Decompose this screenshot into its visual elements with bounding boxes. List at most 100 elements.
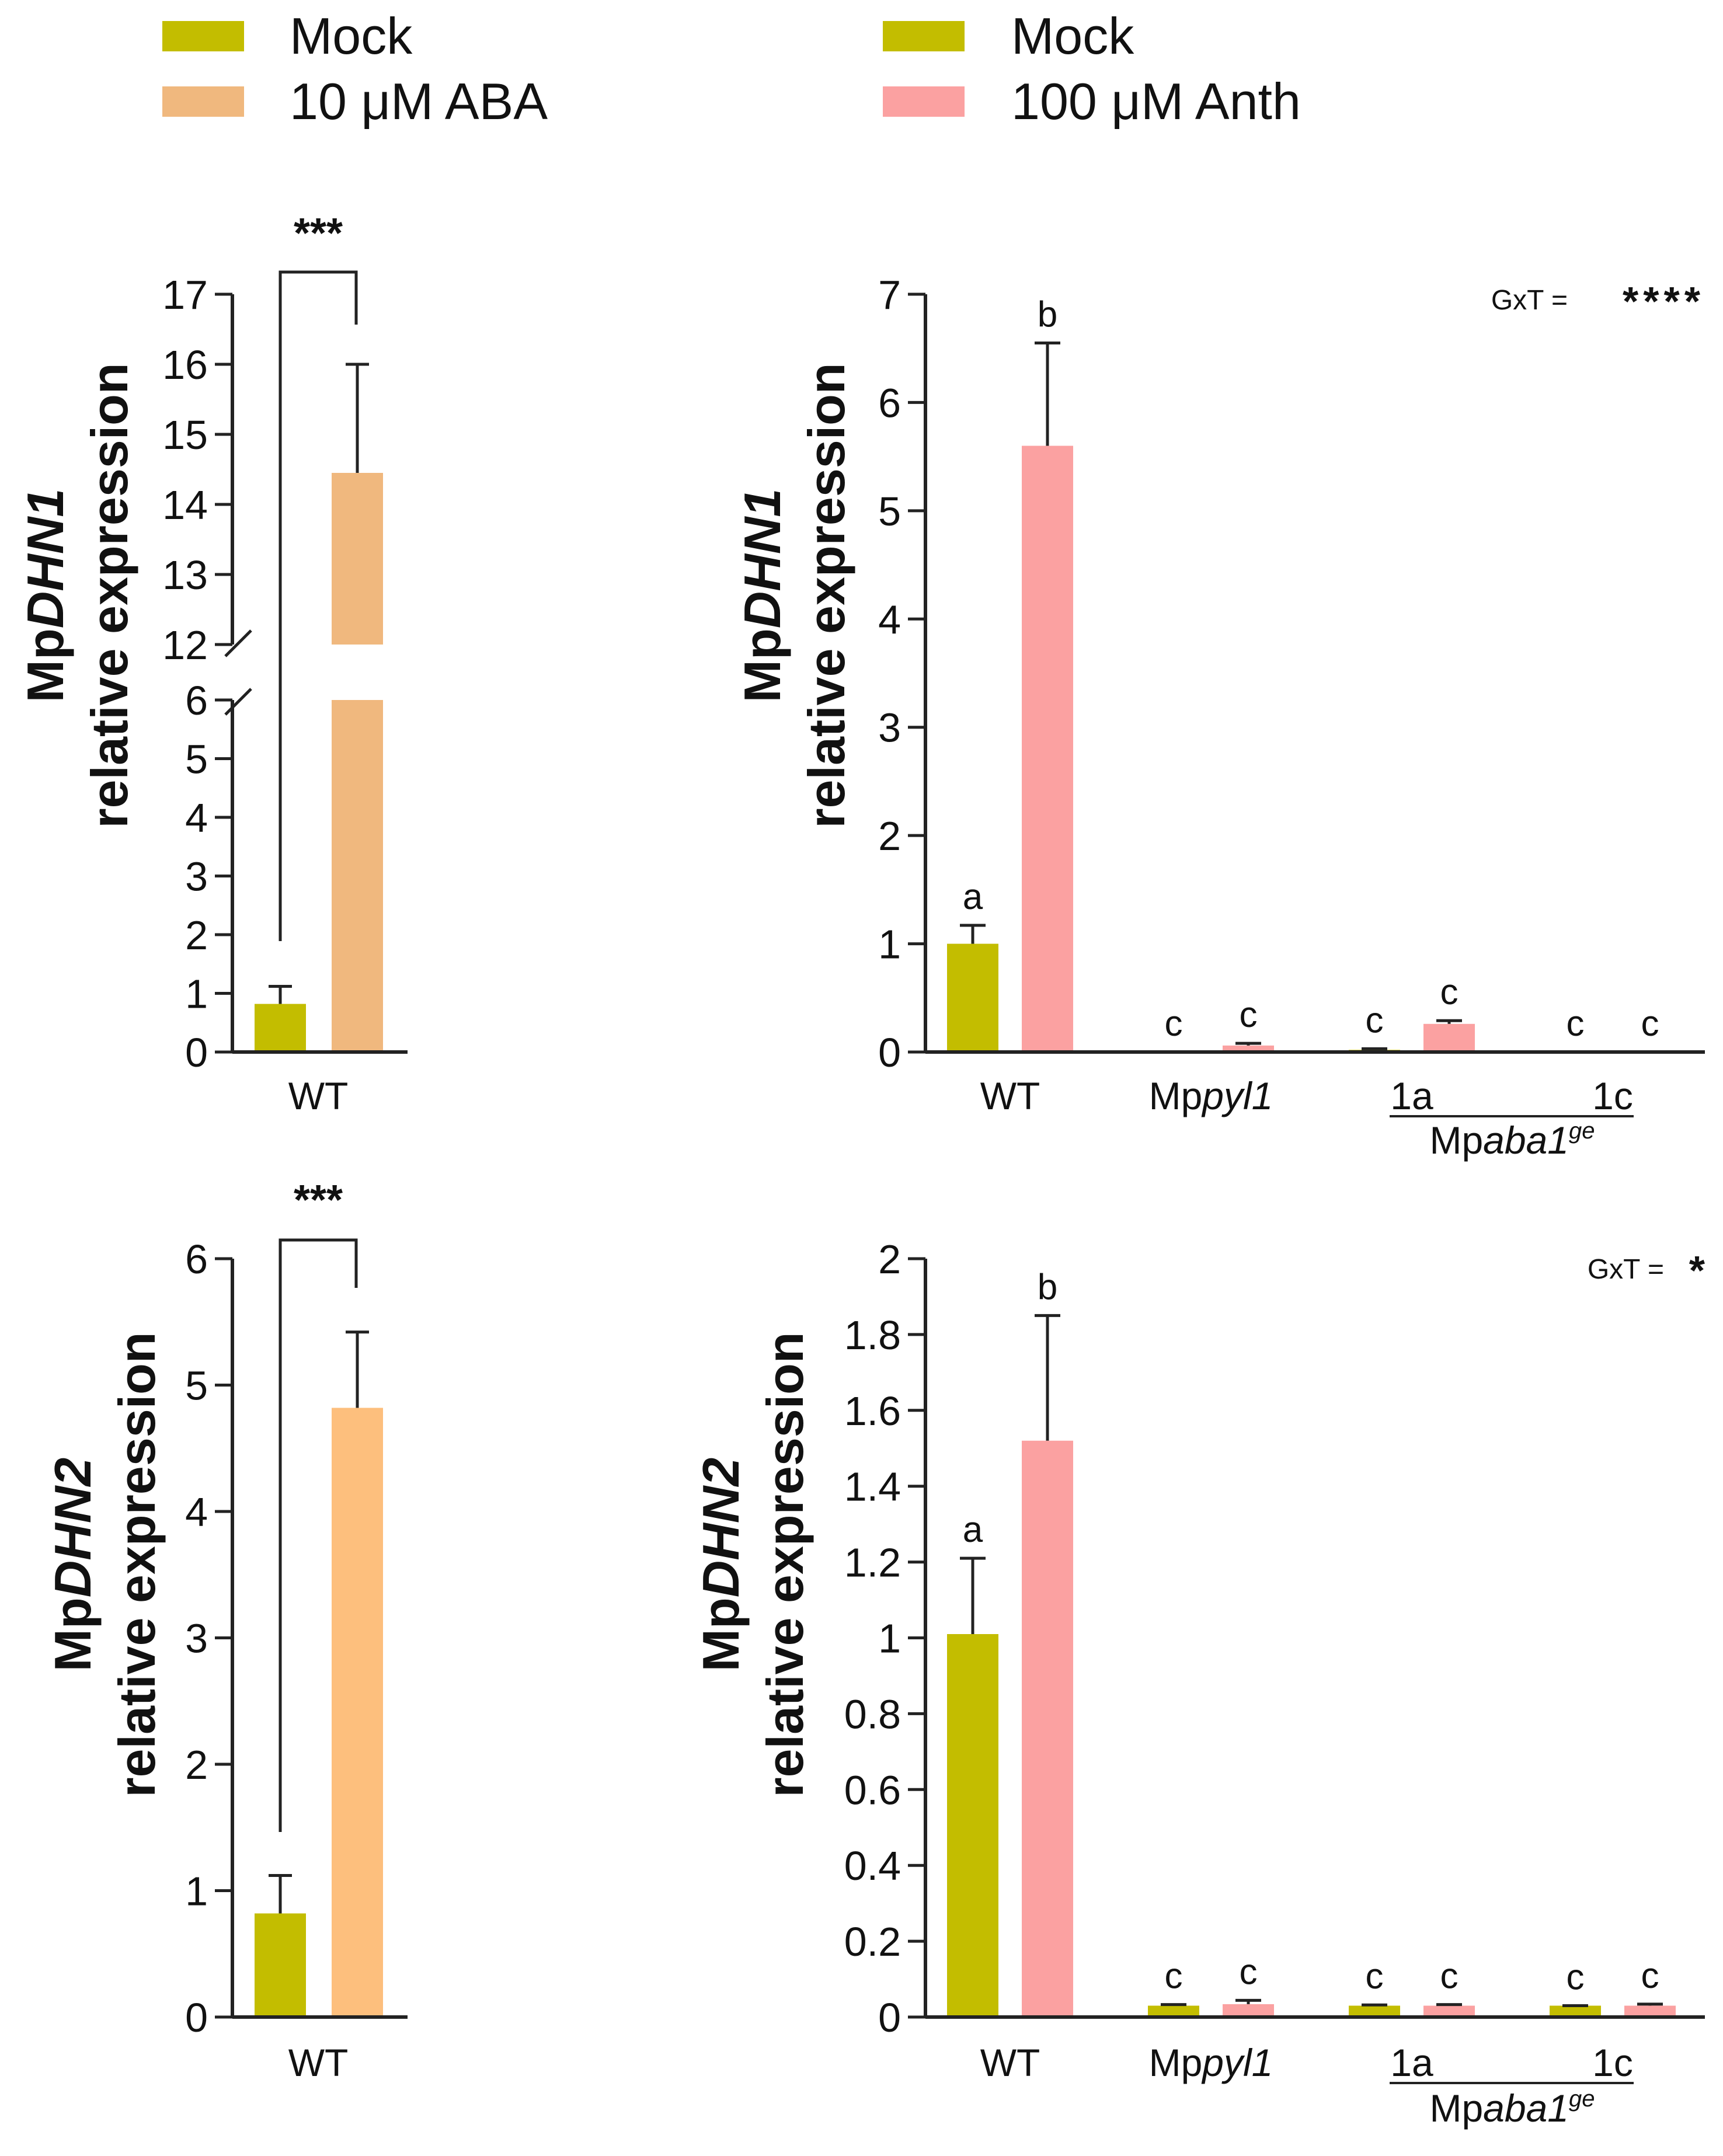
bar-10-m-aba xyxy=(332,1408,383,2017)
bar-100-m-anth xyxy=(1223,2004,1274,2017)
legend-swatch-aba xyxy=(162,86,244,117)
legend-right: Mock 100 μM Anth xyxy=(883,7,1301,130)
y-tick-label: 0.2 xyxy=(844,1919,901,1965)
gxt-stars: * xyxy=(1689,1248,1705,1293)
y-axis-title-b-line2: relative expression xyxy=(798,363,855,828)
y-axis-title-a: MpDHN1 xyxy=(16,489,74,703)
y-tick-label: 1 xyxy=(878,922,901,967)
legend-label-anth: 100 μM Anth xyxy=(1011,72,1301,130)
y-axis-title-c: MpDHN2 xyxy=(44,1458,102,1672)
y-tick-label: 16 xyxy=(162,342,208,388)
x-category-label-1a: 1a xyxy=(1390,1074,1433,1117)
gxt-annotation: GxT = xyxy=(1588,1254,1664,1285)
y-tick-label: 6 xyxy=(185,1237,208,1282)
y-tick-label: 6 xyxy=(185,678,208,723)
y-tick-label: 0.8 xyxy=(844,1691,901,1737)
y-tick-label: 7 xyxy=(878,272,901,318)
y-tick-label: 2 xyxy=(878,1237,901,1282)
bar-mock xyxy=(947,1634,998,2017)
significance-stars: *** xyxy=(294,210,343,257)
x-category-label-wt: WT xyxy=(980,2041,1040,2084)
y-tick-label: 2 xyxy=(878,813,901,859)
bar-mock xyxy=(255,1913,306,2017)
y-tick-label: 0.4 xyxy=(844,1843,901,1889)
legend-label-mock: Mock xyxy=(1011,7,1134,65)
significance-letter: c xyxy=(1567,1958,1585,1998)
y-tick-label: 15 xyxy=(162,412,208,458)
bar-mock xyxy=(1550,2005,1601,2017)
bar-upper-segment xyxy=(332,473,383,645)
panel-d-mpdhn2-anth: a c c c b c c c 0 0.2 0.4 0.6 0.8 1 1.2 1.4 1.6 1.8 2 GxT… xyxy=(844,1237,1705,2130)
y-tick-label: 0.6 xyxy=(844,1767,901,1813)
significance-letter: a xyxy=(963,877,983,917)
y-tick-label: 13 xyxy=(162,552,208,598)
bar-lower-segment xyxy=(332,700,383,1052)
y-tick-label: 1.4 xyxy=(844,1464,901,1510)
y-tick-label: 1.8 xyxy=(844,1312,901,1358)
bar-100-m-anth xyxy=(1423,2005,1475,2017)
y-tick-label: 5 xyxy=(185,737,208,782)
y-tick-label: 5 xyxy=(878,489,901,534)
bar-mock xyxy=(1349,2005,1400,2017)
y-tick-label: 1 xyxy=(185,1869,208,1914)
x-category-label-wt: WT xyxy=(288,1074,349,1117)
y-tick-label: 1.2 xyxy=(844,1540,901,1586)
legend-label-mock: Mock xyxy=(290,7,413,65)
x-category-label-mppyl1: Mppyl1 xyxy=(1149,1074,1273,1117)
x-category-label-1c: 1c xyxy=(1592,1074,1633,1117)
x-category-label-1c: 1c xyxy=(1592,2041,1633,2084)
y-tick-label: 3 xyxy=(878,705,901,751)
bar-mock xyxy=(947,943,998,1052)
significance-letter: c xyxy=(1440,1956,1459,1997)
group-label-mpaba1ge: Mpaba1ge xyxy=(1429,2086,1595,2130)
y-axis-title-d-line2: relative expression xyxy=(756,1332,814,1797)
significance-letter: b xyxy=(1038,294,1057,335)
y-tick-label: 3 xyxy=(185,854,208,900)
x-category-label-1a: 1a xyxy=(1390,2041,1433,2084)
significance-letter: c xyxy=(1440,972,1459,1012)
y-tick-label: 2 xyxy=(185,1742,208,1788)
legend-swatch-mock xyxy=(162,21,244,51)
y-axis-title-c-line2: relative expression xyxy=(108,1332,166,1797)
significance-letter: c xyxy=(1366,1000,1384,1040)
bar-100-m-anth xyxy=(1223,1045,1274,1052)
bar-100-m-anth xyxy=(1423,1023,1475,1052)
y-tick-label: 4 xyxy=(878,597,901,642)
gxt-annotation: GxT = xyxy=(1491,285,1568,316)
significance-letter: c xyxy=(1240,995,1258,1035)
bar-100-m-anth xyxy=(1624,2005,1676,2017)
significance-letter: c xyxy=(1641,1004,1659,1044)
axis-break-mark-lower xyxy=(224,688,252,716)
y-tick-label: 2 xyxy=(185,912,208,958)
y-axis-title-b: MpDHN1 xyxy=(733,489,791,703)
y-axis-title-a-line2: relative expression xyxy=(81,363,138,828)
bar-mock xyxy=(255,1004,306,1052)
axis-break-mark-upper xyxy=(224,629,252,657)
y-tick-label: 4 xyxy=(185,1489,208,1535)
x-category-label-wt: WT xyxy=(980,1074,1040,1117)
x-category-label-wt: WT xyxy=(288,2041,349,2084)
y-axis-title-d: MpDHN2 xyxy=(692,1458,750,1672)
bar-mock xyxy=(1148,2005,1199,2017)
y-tick-label: 0 xyxy=(878,1030,901,1075)
significance-bracket xyxy=(279,270,358,941)
y-tick-label: 1.6 xyxy=(844,1388,901,1434)
significance-letter: c xyxy=(1567,1004,1585,1044)
significance-letter: a xyxy=(963,1510,983,1550)
panel-c-mpdhn2-aba: 0 1 2 3 4 5 6 *** WT xyxy=(185,1177,408,2084)
y-tick-label: 4 xyxy=(185,795,208,841)
y-tick-label: 3 xyxy=(185,1616,208,1662)
significance-letter: c xyxy=(1240,1952,1258,1992)
y-tick-label: 14 xyxy=(162,482,208,528)
legend-left: Mock 10 μM ABA xyxy=(162,7,548,130)
gxt-stars: **** xyxy=(1623,278,1705,324)
y-tick-label: 0 xyxy=(185,1995,208,2040)
y-tick-label: 1 xyxy=(185,971,208,1017)
group-label-mpaba1ge: Mpaba1ge xyxy=(1429,1118,1595,1162)
y-tick-label: 5 xyxy=(185,1363,208,1409)
legend-swatch-mock xyxy=(883,21,965,51)
y-tick-label: 6 xyxy=(878,380,901,426)
bar-100-m-anth xyxy=(1022,445,1073,1052)
significance-letter: b xyxy=(1038,1267,1057,1307)
